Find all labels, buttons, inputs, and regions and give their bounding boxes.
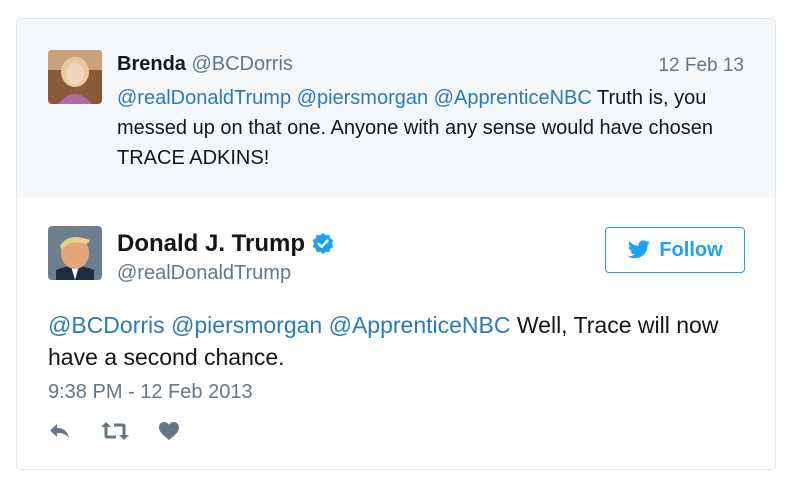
main-handle[interactable]: @realDonaldTrump bbox=[117, 262, 292, 284]
like-icon[interactable] bbox=[158, 421, 180, 441]
follow-button[interactable]: Follow bbox=[605, 227, 745, 273]
reply-handle[interactable]: @BCDorris bbox=[191, 53, 293, 75]
main-display-name[interactable]: Donald J. Trump bbox=[117, 230, 306, 257]
mention-link[interactable]: @ApprenticeNBC bbox=[433, 87, 592, 109]
twitter-bird-icon bbox=[628, 240, 651, 259]
main-tweet-text: @BCDorris @piersmorgan @ApprenticeNBC We… bbox=[48, 309, 748, 373]
mention-link[interactable]: @realDonaldTrump bbox=[117, 87, 292, 109]
mention-link[interactable]: @BCDorris bbox=[48, 312, 165, 338]
mention-link[interactable]: @ApprenticeNBC bbox=[328, 312, 511, 338]
avatar-brenda[interactable] bbox=[48, 50, 102, 104]
in-reply-to-tweet[interactable]: Brenda @BCDorris 12 Feb 13 @realDonaldTr… bbox=[17, 19, 775, 197]
reply-icon[interactable] bbox=[48, 421, 72, 441]
reply-display-name[interactable]: Brenda bbox=[117, 53, 186, 75]
mention-link[interactable]: @piersmorgan bbox=[296, 87, 429, 109]
reply-author[interactable]: Brenda @BCDorris bbox=[117, 53, 293, 76]
tweet-actions bbox=[48, 421, 208, 441]
main-tweet-body: Well, Trace will now have a second chanc… bbox=[48, 312, 719, 370]
avatar-trump[interactable] bbox=[48, 226, 102, 280]
mention-link[interactable]: @piersmorgan bbox=[171, 312, 323, 338]
retweet-icon[interactable] bbox=[100, 421, 130, 441]
reply-text: @realDonaldTrump @piersmorgan @Apprentic… bbox=[117, 83, 757, 173]
follow-label: Follow bbox=[659, 238, 723, 261]
reply-date[interactable]: 12 Feb 13 bbox=[658, 55, 744, 76]
reply-body: Truth is, you messed up on that one. Any… bbox=[117, 87, 713, 169]
verified-badge-icon bbox=[311, 232, 335, 256]
main-author[interactable]: Donald J. Trump bbox=[117, 230, 335, 258]
embedded-tweet-card: Brenda @BCDorris 12 Feb 13 @realDonaldTr… bbox=[16, 18, 776, 470]
tweet-timestamp[interactable]: 9:38 PM - 12 Feb 2013 bbox=[48, 381, 253, 403]
